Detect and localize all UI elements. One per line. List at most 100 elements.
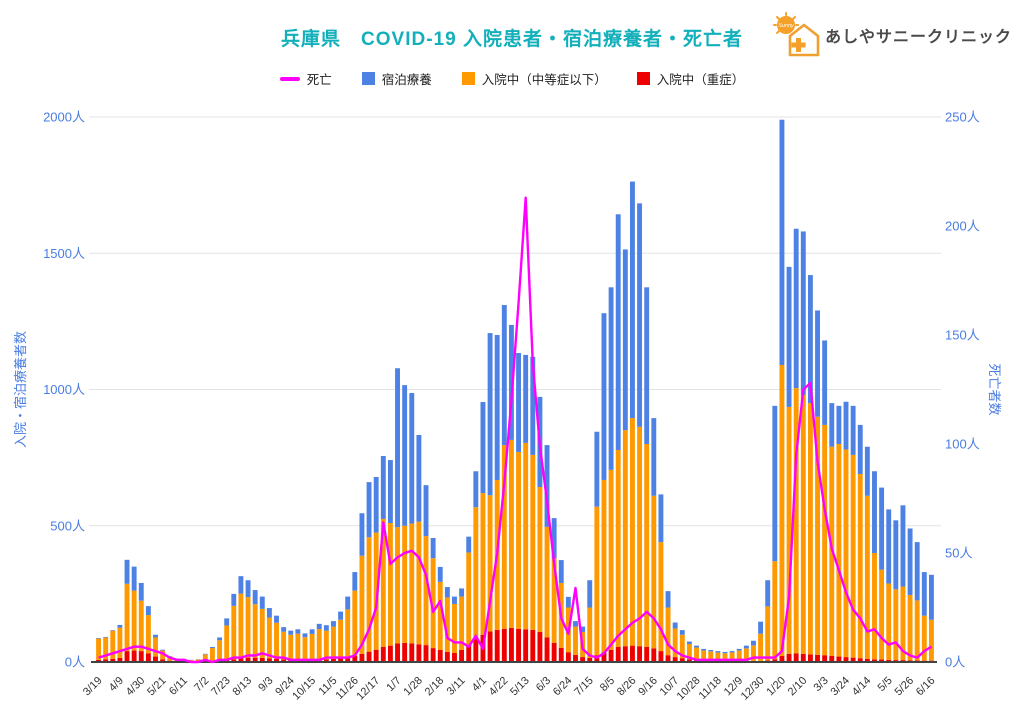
x-axis-tick: 7/23 xyxy=(209,675,233,699)
bar-segment xyxy=(921,572,927,616)
bar-segment xyxy=(145,615,151,654)
bar-segment xyxy=(565,652,571,662)
bar-segment xyxy=(850,454,856,658)
bar-segment xyxy=(558,647,564,662)
x-axis-tick: 6/24 xyxy=(551,675,575,699)
bar-segment xyxy=(523,354,529,443)
bar-segment xyxy=(665,607,671,656)
legend-label: 入院中（重症） xyxy=(656,73,745,87)
bar-segment xyxy=(138,651,144,662)
bar-segment xyxy=(231,605,237,660)
bar-segment xyxy=(302,633,308,638)
bar-segment xyxy=(608,287,614,470)
bar-segment xyxy=(637,203,643,427)
bar-segment xyxy=(786,406,792,654)
bar-segment xyxy=(722,653,728,661)
x-axis-tick: 6/11 xyxy=(167,675,190,698)
bar-segment xyxy=(309,633,315,660)
bar-segment xyxy=(658,542,664,652)
x-axis-tick: 5/13 xyxy=(508,675,532,699)
bar-segment xyxy=(608,469,614,650)
bar-segment xyxy=(587,607,593,658)
bar-segment xyxy=(345,609,351,658)
bar-segment xyxy=(587,657,593,662)
bar-segment xyxy=(395,643,400,662)
bar-segment xyxy=(103,659,109,662)
bar-segment xyxy=(124,651,130,662)
bar-segment xyxy=(359,653,365,662)
bar-segment xyxy=(153,637,158,657)
x-axis-tick: 4/9 xyxy=(107,675,126,694)
bar-segment xyxy=(622,430,628,647)
bar-segment xyxy=(452,596,457,604)
bar-segment xyxy=(238,576,244,594)
bar-segment xyxy=(872,659,877,662)
bar-segment xyxy=(202,654,208,662)
x-axis-tick: 7/15 xyxy=(572,675,596,699)
death-line xyxy=(98,196,933,664)
bar-segment xyxy=(238,593,244,659)
bar-segment xyxy=(694,645,699,648)
bar-segment xyxy=(409,393,415,524)
legend-item-hotel: 宿泊療養 xyxy=(361,69,432,88)
bar-segment xyxy=(274,622,279,659)
bar-segment xyxy=(480,493,486,635)
bar-segment xyxy=(615,214,621,450)
bar-segment xyxy=(423,485,429,537)
bar-segment xyxy=(423,645,429,662)
bar-segment xyxy=(466,645,472,662)
bar-segment xyxy=(694,647,699,660)
bar-segment xyxy=(815,310,820,417)
bar-segment xyxy=(772,561,778,660)
bar-segment xyxy=(274,659,279,662)
bar-segment xyxy=(309,629,315,634)
bar-segment xyxy=(530,629,536,663)
bar-segment xyxy=(573,654,578,662)
bar-segment xyxy=(224,625,230,661)
bar-segment xyxy=(722,651,728,654)
bar-segment xyxy=(708,650,714,652)
left-axis-tick: 1500人 xyxy=(43,246,85,261)
legend-item-deaths: 死亡 xyxy=(279,69,332,88)
bar-segment xyxy=(395,368,400,528)
x-axis-tick: 3/11 xyxy=(445,675,468,698)
bar-segment xyxy=(138,600,144,652)
x-axis-tick: 8/26 xyxy=(615,675,639,699)
bar-segment xyxy=(345,596,351,610)
bar-segment xyxy=(679,634,685,659)
bar-segment xyxy=(274,615,279,623)
bar-segment xyxy=(473,638,479,662)
bar-segment xyxy=(907,594,913,661)
bar-segment xyxy=(551,558,557,643)
x-axis-tick: 8/13 xyxy=(231,675,255,699)
bar-segment xyxy=(701,650,707,661)
bar-segment xyxy=(900,505,906,587)
bar-segment xyxy=(245,597,251,658)
bar-segment xyxy=(743,645,749,649)
bar-segment xyxy=(373,649,379,662)
bar-segment xyxy=(516,451,521,629)
bar-segment xyxy=(587,580,593,608)
bar-segment xyxy=(266,617,272,659)
right-axis-tick: 150人 xyxy=(945,328,980,343)
bar-segment xyxy=(217,640,223,661)
bar-segment xyxy=(153,656,158,662)
bar-segment xyxy=(615,450,621,648)
bar-segment xyxy=(850,657,856,662)
bar-segment xyxy=(501,445,507,629)
legend-label: 入院中（中等症以下） xyxy=(481,73,607,87)
bar-segment xyxy=(138,582,144,601)
bar-segment xyxy=(231,593,237,606)
sun-label: Sunny xyxy=(778,23,795,29)
bar-segment xyxy=(544,637,550,662)
bar-segment xyxy=(601,652,607,662)
bar-segment xyxy=(537,487,543,633)
bar-segment xyxy=(266,658,272,662)
sun-icon xyxy=(777,16,796,34)
legend-label: 宿泊療養 xyxy=(381,73,432,87)
left-axis-tick: 2000人 xyxy=(43,110,85,125)
bar-segment xyxy=(259,596,265,609)
x-axis-tick: 9/3 xyxy=(256,675,275,694)
right-axis-tick: 200人 xyxy=(945,219,980,234)
